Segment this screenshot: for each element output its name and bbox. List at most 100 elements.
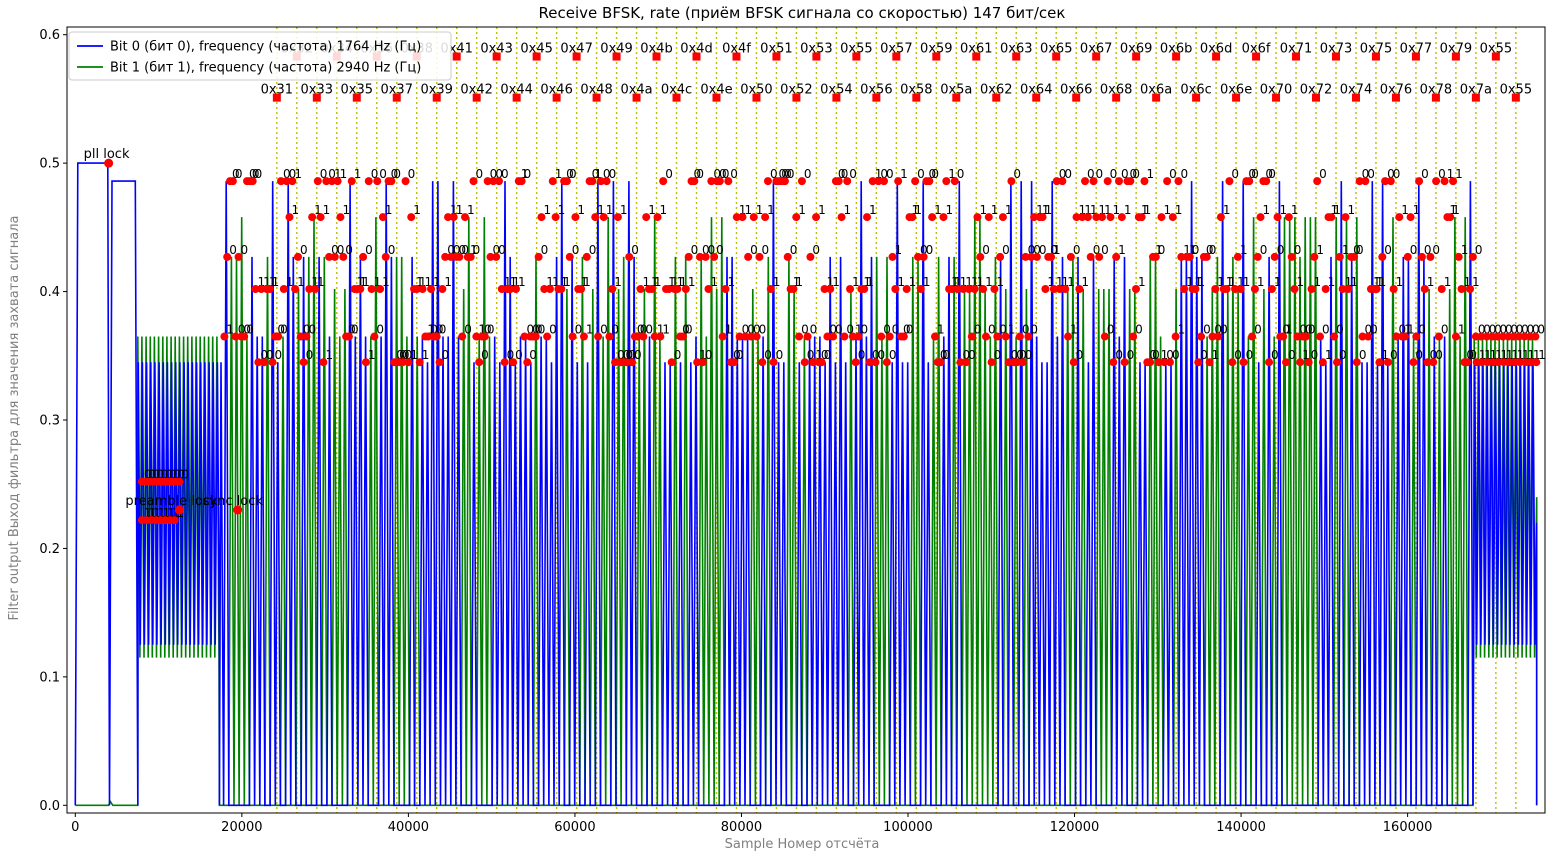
bit-marker-dot: [472, 332, 481, 341]
bit-marker-dot: [1239, 358, 1248, 367]
bit-marker-dot: [763, 177, 772, 186]
lock-marker-dot: [233, 505, 243, 515]
bit-marker: 0: [1007, 167, 1021, 186]
bit-marker-label: 1: [1302, 348, 1310, 362]
bit-marker-dot: [690, 177, 699, 186]
bit-marker-label: 0: [1305, 323, 1313, 337]
bit-marker: 1: [1191, 275, 1205, 293]
bit-marker: 1: [1061, 275, 1075, 293]
bit-marker-label: 0: [260, 348, 268, 362]
bit-marker-dot: [543, 332, 552, 341]
bit-marker-dot: [330, 252, 339, 261]
bit-marker: 0: [509, 348, 523, 367]
bit-marker: 1: [1140, 167, 1154, 186]
bit-marker-dot: [704, 285, 713, 293]
bit-marker: 0: [1245, 167, 1259, 186]
y-tick-label: 0.1: [39, 670, 60, 685]
bit-marker-label: 0: [761, 243, 769, 257]
bit-marker-label: 1: [937, 323, 945, 337]
bit-marker-label: 0: [1510, 323, 1518, 337]
bit-marker-label: 0: [1430, 348, 1438, 362]
bit-marker: 0: [976, 243, 990, 261]
bit-marker-dot: [596, 177, 605, 186]
bit-marker: 0: [492, 243, 506, 261]
byte-marker: 0x6e: [1220, 83, 1252, 102]
bit-marker-dot: [659, 177, 668, 186]
bit-marker-dot: [809, 358, 818, 367]
bit-marker-label: 1: [914, 203, 922, 217]
byte-marker-label: 0x76: [1380, 83, 1413, 98]
bit-marker-label: 0: [829, 323, 837, 337]
bit-marker-label: 0: [943, 348, 951, 362]
bit-marker: 1: [792, 203, 806, 222]
bit-marker: 1: [891, 275, 905, 293]
bit-marker-dot: [701, 252, 710, 261]
byte-marker: 0x6b: [1160, 42, 1192, 61]
bit-marker-label: 0: [490, 167, 498, 181]
bit-marker-dot: [891, 285, 900, 293]
bit-marker: 0: [1120, 348, 1134, 367]
bit-marker-dot: [1532, 358, 1541, 367]
bit-marker: 1: [1341, 203, 1355, 222]
bit-marker: 1: [418, 275, 432, 293]
bit-marker-label: 0: [1039, 243, 1047, 257]
bit-marker-label: 0: [838, 167, 846, 181]
bit-marker-label: 0: [388, 243, 396, 257]
byte-marker-square: [1331, 52, 1340, 61]
bit-marker: 0: [1027, 243, 1041, 261]
bit-marker-dot: [749, 213, 758, 222]
bit-marker: 1: [220, 323, 234, 341]
bit-marker: 1: [970, 275, 984, 293]
byte-marker: 0x52: [780, 83, 813, 102]
bit-marker-label: 1: [323, 203, 331, 217]
bit-marker: 0: [1531, 323, 1545, 341]
bit-marker-dot: [1361, 177, 1370, 186]
byte-marker: 0x70: [1260, 83, 1292, 102]
bit-marker-label: 1: [325, 348, 333, 362]
bit-marker-dot: [1389, 285, 1398, 293]
bit-marker-dot: [1137, 213, 1146, 222]
bit-marker-label: 0: [778, 167, 786, 181]
bit-marker-label: 0: [1231, 167, 1239, 181]
bit-marker-label: 1: [311, 275, 319, 289]
bit-marker-dot: [1381, 177, 1390, 186]
bit-marker-dot: [1047, 252, 1056, 261]
byte-marker-label: 0x75: [1360, 42, 1393, 57]
bit-marker-label: 0: [1432, 243, 1440, 257]
bit-marker-label: 0: [144, 468, 152, 482]
bit-marker: 1: [1117, 203, 1131, 222]
byte-marker-square: [952, 93, 961, 102]
bit-marker-label: 0: [637, 323, 645, 337]
bit-marker-label: 1: [456, 203, 464, 217]
bit-marker-label: 1: [297, 275, 305, 289]
bit-marker-label: 0: [1438, 167, 1446, 181]
bit-marker: 0: [1185, 243, 1199, 261]
bit-marker: 1: [1041, 275, 1055, 293]
y-tick-label: 0.2: [39, 542, 60, 557]
bit-marker-dot: [1332, 358, 1341, 367]
bit-marker-label: 0: [733, 348, 741, 362]
bit-marker-dot: [404, 358, 413, 367]
bit-marker-label: 1: [948, 167, 956, 181]
byte-marker-square: [1451, 52, 1460, 61]
bit-marker: 0: [780, 167, 795, 186]
bit-marker: 0: [432, 323, 446, 341]
bit-marker: 0: [1386, 167, 1400, 186]
bit-marker: 1: [1216, 203, 1231, 222]
bit-marker-dot: [633, 332, 642, 341]
bit-marker-label: 0: [246, 323, 254, 337]
bit-marker: 0: [543, 323, 557, 341]
bit-marker-dot: [1316, 332, 1325, 341]
bit-marker-dot: [789, 285, 798, 293]
bit-marker: 1: [288, 167, 302, 186]
bit-marker: 0: [1426, 243, 1440, 261]
bit-marker-dot: [758, 358, 767, 367]
bit-marker-label: 1: [172, 506, 180, 520]
bit-marker-label: 0: [1500, 323, 1508, 337]
bit-marker: 1: [1222, 275, 1236, 293]
byte-marker-square: [1312, 93, 1321, 102]
bit-marker: 0: [696, 243, 710, 261]
bit-marker: 1: [1098, 203, 1112, 222]
byte-marker-label: 0x31: [261, 83, 294, 98]
